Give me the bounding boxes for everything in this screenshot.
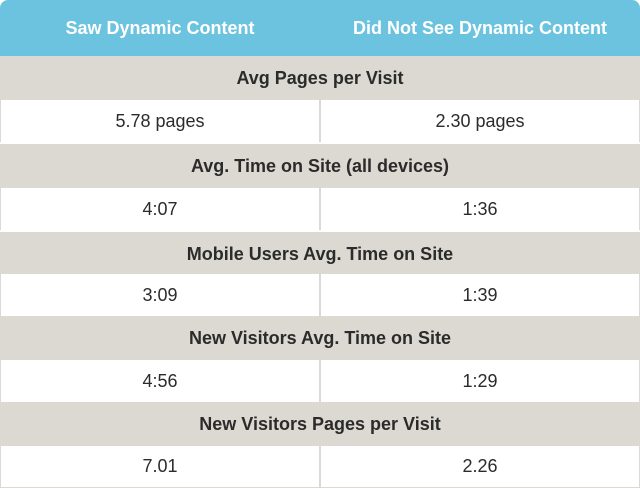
header-saw-dynamic-content: Saw Dynamic Content bbox=[65, 17, 255, 38]
value-saw: 5.78 pages bbox=[1, 100, 321, 142]
value-not-saw: 2.26 bbox=[462, 456, 498, 476]
value-not-saw: 2.30 pages bbox=[435, 110, 525, 131]
table-row: 7.01 2.26 bbox=[0, 446, 640, 488]
table-row: 4:56 1:29 bbox=[0, 360, 640, 402]
section-title-new-visitors-avg-time: New Visitors Avg. Time on Site bbox=[0, 316, 640, 360]
section-title-mobile-users-avg-time: Mobile Users Avg. Time on Site bbox=[0, 232, 640, 276]
value-saw: 4:56 bbox=[1, 360, 321, 402]
table-header: Saw Dynamic Content Did Not See Dynamic … bbox=[0, 0, 640, 56]
section-title-avg-pages-per-visit: Avg Pages per Visit bbox=[0, 56, 640, 100]
value-saw: 7.01 bbox=[1, 446, 321, 487]
section-title-avg-time-on-site: Avg. Time on Site (all devices) bbox=[0, 144, 640, 188]
section-title-new-visitors-pages-per-visit: New Visitors Pages per Visit bbox=[0, 402, 640, 446]
value-saw: 3:09 bbox=[1, 274, 321, 316]
table-row: 5.78 pages 2.30 pages bbox=[0, 100, 640, 142]
value-not-saw: 1:39 bbox=[462, 284, 498, 305]
value-saw: 4:07 bbox=[1, 188, 321, 230]
table-row: 4:07 1:36 bbox=[0, 188, 640, 230]
value-not-saw: 1:29 bbox=[462, 370, 498, 391]
table-row: 3:09 1:39 bbox=[0, 274, 640, 316]
header-did-not-see-dynamic-content: Did Not See Dynamic Content bbox=[352, 17, 608, 38]
value-not-saw: 1:36 bbox=[462, 198, 498, 219]
